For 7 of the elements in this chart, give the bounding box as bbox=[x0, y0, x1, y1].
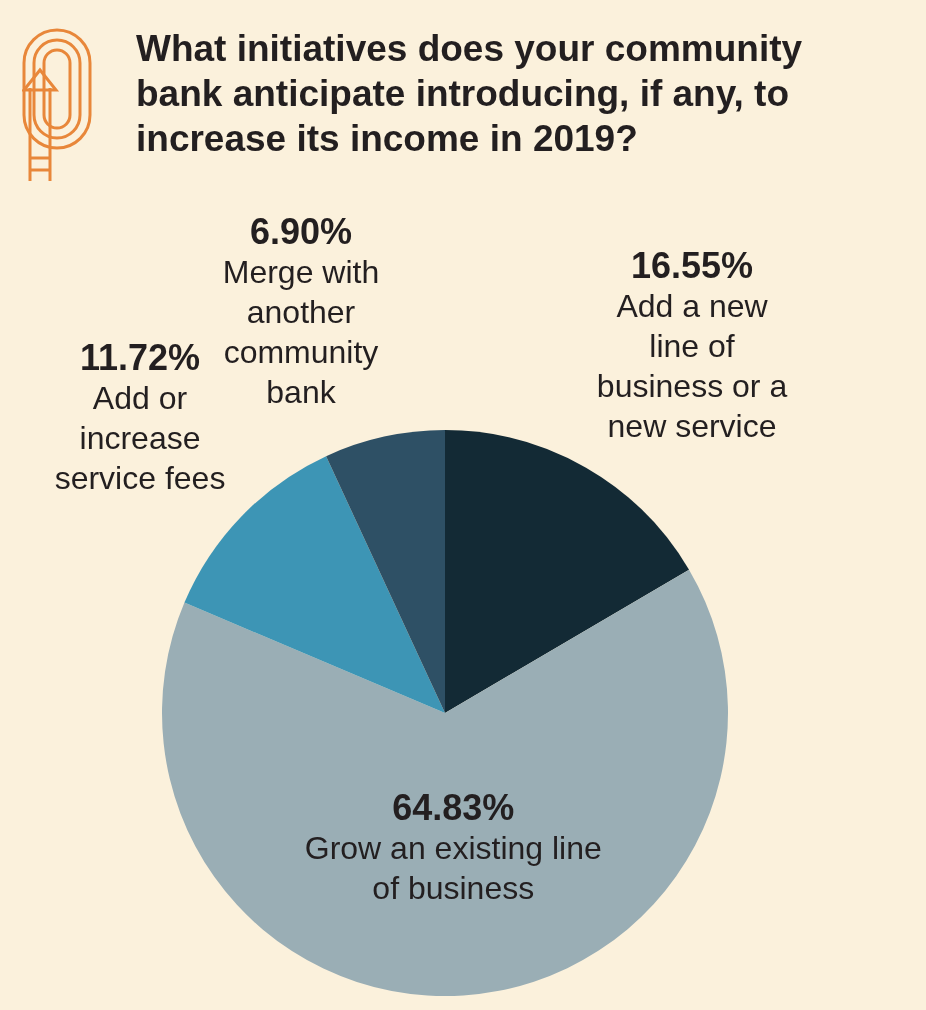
data-label: 11.72% bbox=[79, 337, 201, 379]
data-label: 16.55% bbox=[630, 244, 754, 286]
chart-title: What initiatives does your community bank anticipate introducing, if any, to increase its income in 2019? bbox=[136, 27, 804, 161]
data-label: 64.83% bbox=[392, 787, 515, 828]
data-label: 6.90% bbox=[249, 211, 353, 253]
slice-label: Add a new line of business or a new service bbox=[596, 287, 788, 444]
slice-label: Grow an existing line of business bbox=[304, 829, 602, 906]
